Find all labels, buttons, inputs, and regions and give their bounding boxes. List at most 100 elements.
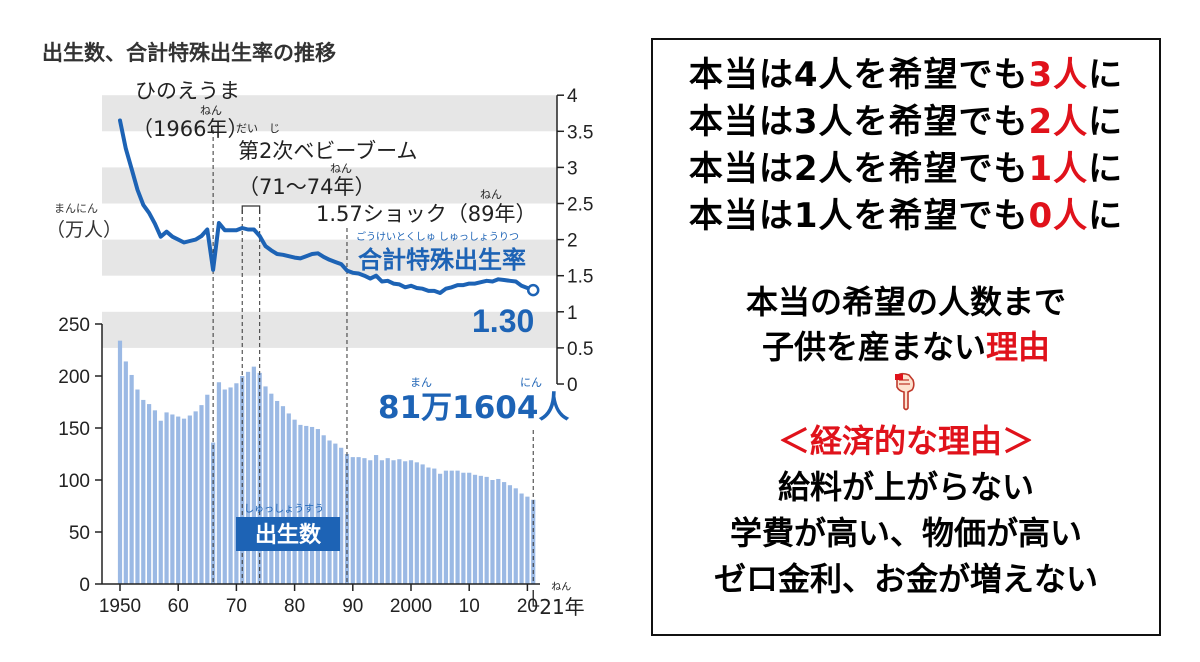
shock-ruby: ねん	[480, 188, 502, 201]
rate-final-value: 1.30	[472, 303, 534, 339]
right-tick-label: 0.5	[567, 339, 593, 360]
wish-line-suffix: に	[1088, 102, 1124, 142]
reason-line-2: 子供を産まない理由	[653, 325, 1159, 370]
birth-bar	[234, 383, 239, 584]
birth-bar	[269, 393, 274, 584]
right-tick-label: 3	[567, 158, 578, 179]
birth-bar	[391, 460, 396, 584]
birth-bar	[525, 496, 530, 584]
birth-bar	[455, 470, 460, 584]
birth-bar	[123, 361, 128, 584]
birth-chart: 0 50 100 150 200 250 0 0.5 1 1.5 2 2.5 3 3.5 4 1950 60 70…	[42, 41, 593, 619]
rate-line	[118, 118, 536, 295]
birth-bar	[438, 473, 443, 584]
birth-bar	[211, 442, 216, 584]
birth-bar	[414, 462, 419, 584]
birth-bar	[513, 488, 518, 584]
birth-bar	[356, 457, 361, 584]
birth-bar	[216, 382, 222, 584]
x-tick-label: 80	[284, 596, 305, 617]
left-unit: （万人）	[46, 219, 122, 241]
pointing-down-hand-icon	[895, 372, 915, 411]
hinoeuma-label: ひのえうま	[135, 79, 240, 103]
boom-years: （71〜74年）	[238, 175, 375, 199]
reason-block: 本当の希望の人数まで 子供を産まない理由 ＜経済的な理由＞ 給料が上がらない 学費…	[653, 280, 1159, 602]
wish-line-text: 本当は3人を希望でも	[688, 102, 1029, 142]
reason-line-1: 本当の希望の人数まで	[745, 283, 1066, 321]
right-tick-label: 1.5	[567, 267, 593, 288]
wish-line-actual: 1人	[1028, 149, 1089, 189]
hinoeuma-extra-ruby: だい じ	[236, 122, 280, 135]
birth-bar	[478, 475, 483, 584]
birth-bar	[368, 460, 373, 584]
right-tick-label: 0	[567, 375, 578, 396]
axes: 0 50 100 150 200 250 0 0.5 1 1.5 2 2.5 3 3.5 4 1950 60 70…	[58, 86, 593, 619]
boom-ruby: ねん	[330, 162, 352, 175]
wish-line: 本当は1人を希望でも0人に	[653, 193, 1159, 240]
right-tick-label: 4	[567, 86, 578, 107]
wish-line-suffix: に	[1088, 55, 1124, 95]
right-tick-label: 1	[567, 303, 578, 324]
birth-bar	[135, 389, 140, 584]
birth-bar	[286, 413, 291, 584]
birth-bar	[199, 405, 204, 584]
birth-bars	[117, 340, 536, 584]
births-label-box	[236, 517, 340, 551]
rate-label-ruby: ごうけいとくしゅ しゅっしょうりつ	[356, 230, 519, 243]
birth-bar	[315, 429, 320, 584]
birth-bar	[275, 400, 280, 584]
boom-label: 第2次ベビーブーム	[238, 139, 417, 163]
right-tick-label: 2.5	[567, 195, 593, 216]
wish-line-text: 本当は4人を希望でも	[688, 55, 1029, 95]
left-tick-label: 200	[58, 367, 90, 388]
birth-bar	[531, 499, 536, 584]
birth-bar	[472, 474, 478, 584]
wish-line-text: 本当は2人を希望でも	[688, 149, 1029, 189]
birth-bar	[449, 470, 454, 584]
x-end-marker	[532, 590, 540, 607]
boom-bracket	[241, 205, 261, 214]
econ-line: 給料が上がらない	[777, 468, 1034, 506]
x-tick-label: 90	[342, 596, 363, 617]
birth-bar	[461, 472, 466, 584]
birth-bar	[181, 418, 187, 584]
births-ruby-man: まん	[410, 376, 432, 389]
x-end-label: 21年	[539, 595, 584, 619]
birth-bar	[507, 485, 513, 584]
birth-bar	[251, 366, 256, 584]
birth-bar	[292, 419, 297, 584]
birth-bar	[443, 470, 449, 584]
birth-bar	[484, 476, 489, 584]
birth-bar	[298, 424, 303, 584]
left-tick-label: 100	[58, 471, 90, 492]
birth-bar	[158, 420, 163, 584]
birth-chart-panel: 0 50 100 150 200 250 0 0.5 1 1.5 2 2.5 3 3.5 4 1950 60 70…	[40, 30, 610, 630]
wish-line: 本当は2人を希望でも1人に	[653, 146, 1159, 193]
wish-line-suffix: に	[1088, 196, 1124, 236]
birth-bar	[327, 440, 332, 584]
x-tick-label: 1950	[99, 596, 141, 617]
left-tick-label: 50	[69, 523, 90, 544]
birth-bar	[164, 412, 169, 584]
birth-bar	[379, 460, 384, 584]
birth-bar	[304, 425, 309, 584]
reason-line-2-red: 理由	[986, 328, 1051, 366]
left-tick-label: 0	[79, 575, 90, 596]
birth-bar	[205, 394, 210, 584]
birth-bar	[403, 461, 408, 584]
rate-band	[102, 167, 557, 204]
econ-lines: 給料が上がらない 学費が高い、物価が高い ゼロ金利、お金が増えない	[653, 464, 1159, 602]
left-tick-label: 250	[58, 315, 90, 336]
birth-bar	[467, 472, 472, 584]
birth-bar	[426, 467, 431, 584]
hinoeuma-ruby: ねん	[200, 104, 222, 117]
rate-line-group	[118, 118, 540, 297]
birth-bar	[490, 480, 495, 584]
x-tick-label: 2000	[390, 596, 432, 617]
shock-label: 1.57ショック（89年）	[316, 202, 536, 226]
birth-bar	[129, 374, 134, 584]
wish-line-suffix: に	[1088, 149, 1124, 189]
birth-bar	[408, 460, 414, 584]
births-label-ruby: しゅっしょうすう	[244, 503, 324, 515]
